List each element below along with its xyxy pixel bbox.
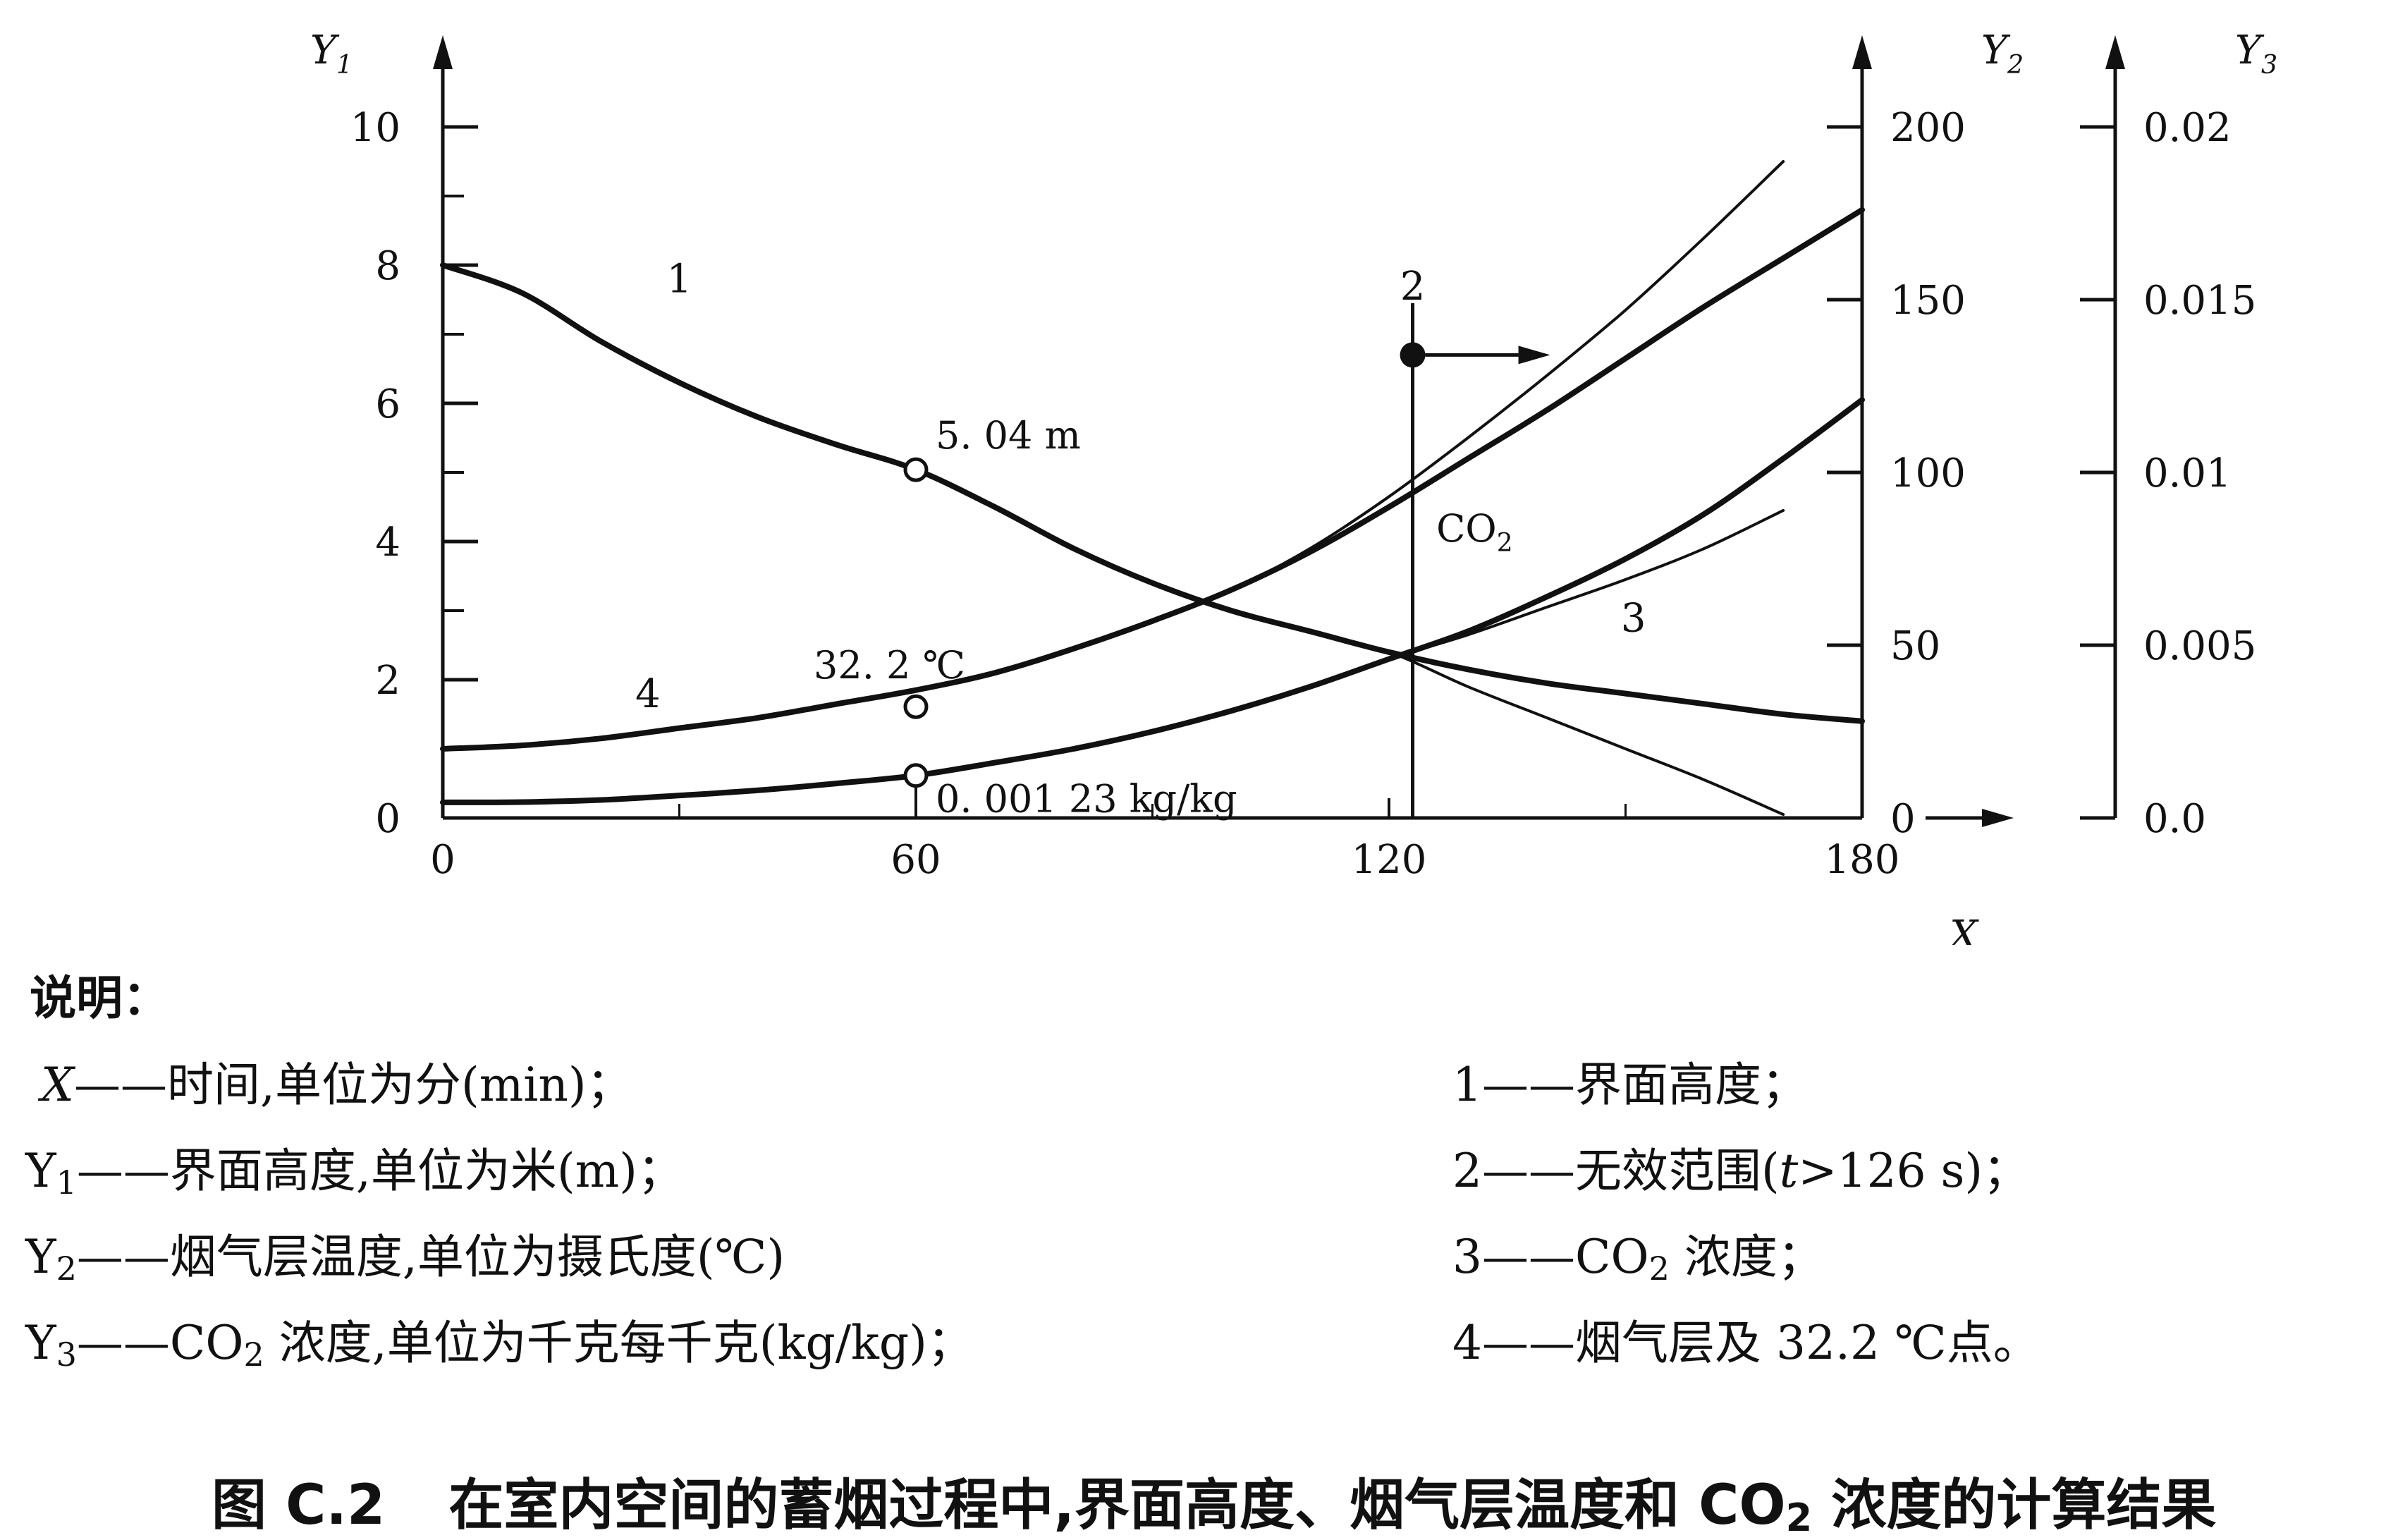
curve-label-4: 4 [635, 671, 661, 717]
invalid-range-marker [1400, 342, 1426, 368]
legend-text: 浓度,单位为千克每千克(kg/kg)； [264, 1316, 974, 1370]
y3-tick-label: 0.01 [2143, 451, 2232, 496]
y3-tick-label: 0.0 [2143, 796, 2206, 842]
legend-row-1: 1——界面高度； [1452, 1062, 1808, 1108]
temp-point-marker [903, 694, 929, 719]
y1-axis-label: Y1 [310, 28, 353, 80]
curves [440, 160, 1865, 817]
legend-text-italic: t [1779, 1144, 1799, 1198]
legend-row-y2: Y2——烟气层温度,单位为摄氏度(℃) [25, 1234, 785, 1285]
legend-key: 4 [1452, 1316, 1482, 1370]
y1-tick-label: 10 [350, 105, 400, 151]
x-tick-label: 0 [430, 837, 455, 883]
co2-point-marker [903, 763, 929, 788]
legend-text-sub: 2 [1648, 1249, 1670, 1288]
caption-text: 浓度的计算结果 [1812, 1474, 2217, 1537]
x-axis-label: X [1947, 912, 1979, 945]
series-line-3 [440, 397, 1865, 805]
legend-row-3: 3——CO2 浓度； [1452, 1234, 1824, 1285]
series-line-4-thin [441, 160, 1785, 750]
legend-key: 1 [1452, 1058, 1482, 1112]
legend-title: 说明： [30, 970, 169, 1025]
legend-key: X [41, 1058, 74, 1112]
y2-zero-arrow-head [1982, 809, 2014, 827]
y1-tick-label: 6 [375, 381, 400, 427]
caption-text: 在室内空间的蓄烟过程中,界面高度、烟气层温度和 CO [448, 1474, 1786, 1537]
legend-text: ——时间,单位为分(min)； [74, 1058, 633, 1112]
legend-text-sub: 2 [243, 1336, 264, 1374]
legend-text: ——CO [76, 1316, 244, 1370]
legend-key: Y [25, 1230, 56, 1284]
y2-tick-label: 150 [1890, 278, 1966, 324]
legend-row-y1: Y1——界面高度,单位为米(m)； [25, 1148, 684, 1199]
legend-text: 浓度； [1669, 1230, 1824, 1284]
figure-caption: 图 C.2 在室内空间的蓄烟过程中,界面高度、烟气层温度和 CO2 浓度的计算结果 [212, 1461, 2216, 1540]
y1-tick-label: 4 [375, 520, 400, 566]
legend-key-sub: 1 [56, 1163, 77, 1202]
x-tick-label: 60 [891, 837, 941, 883]
y3-axis-arrow [2105, 35, 2125, 69]
y2-tick-label: 0 [1890, 796, 1916, 842]
caption-text-sub: 2 [1785, 1496, 1813, 1540]
y2-tick-label: 100 [1890, 451, 1966, 496]
legend-key: Y [25, 1144, 56, 1198]
legend-key-sub: 2 [56, 1249, 77, 1288]
y1-tick-label: 0 [375, 796, 400, 842]
caption-prefix: 图 C.2 [212, 1474, 386, 1537]
x-tick-label: 180 [1825, 837, 1900, 883]
curve-label-1: 1 [667, 256, 692, 302]
y3-tick-label: 0.005 [2143, 623, 2256, 669]
legend-text: ——烟气层温度,单位为摄氏度(℃) [76, 1230, 785, 1284]
legend-text: >126 s)； [1798, 1144, 2030, 1198]
marks: 5. 04 m 32. 2 ℃ 0. 001 23 kg/kg CO2 2 1 3 4 [635, 256, 1646, 821]
height-point-marker [903, 457, 929, 482]
legend-key: 3 [1452, 1230, 1482, 1284]
height-point-label: 5. 04 m [936, 413, 1081, 458]
y1-axis-arrow [433, 35, 453, 69]
legend-text: ——CO [1482, 1230, 1649, 1284]
co2-curve-label: CO2 [1436, 506, 1513, 558]
y2-tick-label: 200 [1890, 105, 1966, 151]
invalid-range-arrow-head [1518, 346, 1550, 365]
co2-point-label: 0. 001 23 kg/kg [936, 777, 1237, 821]
legend-row-y3: Y3——CO2 浓度,单位为千克每千克(kg/kg)； [25, 1320, 974, 1371]
temp-point-label: 32. 2 ℃ [814, 643, 965, 688]
legend-key: Y [25, 1316, 56, 1370]
y2-tick-label: 50 [1890, 623, 1940, 669]
legend-key-sub: 3 [56, 1336, 77, 1374]
y3-tick-label: 0.02 [2143, 105, 2232, 151]
legend-row-4: 4——烟气层及 32.2 ℃点。 [1452, 1320, 2040, 1367]
legend-text: ——界面高度； [1482, 1058, 1808, 1112]
legend-row-2: 2——无效范围(t>126 s)； [1452, 1148, 2029, 1194]
y3-tick-label: 0.015 [2143, 278, 2256, 324]
y2-axis-label: Y2 [1981, 28, 2024, 80]
series-line-1-thin [441, 264, 1785, 817]
curve-label-3: 3 [1621, 595, 1646, 641]
legend-key: 2 [1452, 1144, 1482, 1198]
legend-text: ——界面高度,单位为米(m)； [76, 1144, 684, 1198]
series-line-1 [440, 262, 1865, 724]
y1-tick-label: 2 [375, 658, 400, 704]
legend-text: ——烟气层及 32.2 ℃点。 [1482, 1316, 2040, 1370]
y1-tick-label: 8 [375, 243, 400, 289]
legend-row-x: X——时间,单位为分(min)； [41, 1062, 633, 1108]
legend-text: ——无效范围( [1482, 1144, 1780, 1198]
marker-2-label: 2 [1400, 264, 1426, 310]
y2-axis-arrow [1852, 35, 1872, 69]
x-tick-label: 120 [1352, 837, 1427, 883]
series-line-3-thin [441, 508, 1785, 804]
y3-axis-label: Y3 [2235, 28, 2277, 80]
